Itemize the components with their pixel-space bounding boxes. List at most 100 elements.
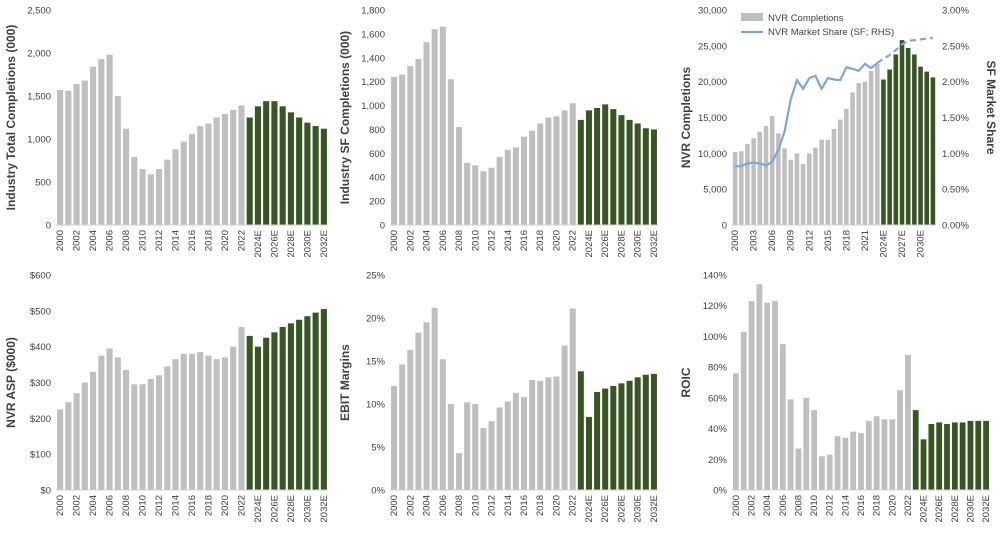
x-tick-label: 2018 xyxy=(872,495,883,516)
bar xyxy=(423,322,430,490)
bar xyxy=(279,106,286,225)
x-tick-label: 2022 xyxy=(903,495,914,516)
x-tick-label: 2016 xyxy=(187,495,198,516)
x-tick-label: 2024E xyxy=(253,230,264,257)
x-tick-label: 2008 xyxy=(793,495,804,516)
y2-tick-label: 2.50% xyxy=(942,41,969,52)
x-tick-label: 2014 xyxy=(840,495,851,516)
y-tick-label: 1,200 xyxy=(361,77,385,88)
bar xyxy=(480,428,487,490)
bar xyxy=(928,423,935,490)
x-tick-label: 2024E xyxy=(253,495,264,522)
y-tick-label: 1,800 xyxy=(361,6,385,17)
y-tick-label: 600 xyxy=(369,149,385,160)
bar xyxy=(407,349,414,490)
bar xyxy=(924,71,930,225)
x-tick-label: 2020 xyxy=(551,495,562,516)
x-tick-label: 2006 xyxy=(438,495,449,516)
bar xyxy=(975,420,982,490)
bar xyxy=(800,164,806,225)
bar xyxy=(464,402,471,490)
y-tick-label: 25,000 xyxy=(698,41,727,52)
bar xyxy=(238,105,245,225)
x-tick-label: 2026E xyxy=(600,230,611,257)
bar xyxy=(188,133,196,225)
bar xyxy=(545,377,552,490)
bar xyxy=(496,156,503,225)
bar xyxy=(944,423,950,490)
bar xyxy=(496,407,503,490)
x-tick-label: 2024E xyxy=(919,495,930,522)
bar xyxy=(106,348,113,490)
bar xyxy=(650,373,657,490)
y-tick-label: 1,400 xyxy=(361,53,385,64)
bar xyxy=(529,130,536,225)
bar xyxy=(147,174,154,225)
y-tick-label: 20% xyxy=(708,455,728,466)
bar xyxy=(131,384,138,490)
x-tick-label: 2000 xyxy=(55,230,66,251)
bar xyxy=(197,352,204,490)
bar xyxy=(918,66,923,225)
chart-5: 0% 5% 10% 15% 20% 25% EBIT Margins 2000 2002 2004… xyxy=(338,271,660,523)
y-tick-label: 800 xyxy=(369,125,385,136)
y-axis-title: NVR ASP ($000) xyxy=(4,337,18,428)
bar xyxy=(431,307,438,490)
x-tick-label: 2012 xyxy=(154,495,165,516)
bar xyxy=(464,162,471,225)
y-tick-label: 5,000 xyxy=(703,185,727,196)
bar xyxy=(246,117,253,225)
y-tick-label: 120% xyxy=(703,301,728,312)
bar xyxy=(553,376,560,490)
bar xyxy=(456,453,463,490)
bar xyxy=(155,375,163,490)
chart-3: 0 5,000 10,000 15,000 20,000 25,000 30,000 NVR … xyxy=(679,6,998,258)
x-tick-label: 2030E xyxy=(302,230,313,257)
x-tick-label: 2028E xyxy=(286,495,297,522)
bar xyxy=(439,359,446,490)
x-tick-label: 2024E xyxy=(584,230,595,257)
bar xyxy=(561,110,568,225)
bar xyxy=(732,151,738,225)
bar xyxy=(480,171,487,225)
bar xyxy=(865,420,872,490)
bar xyxy=(287,112,294,225)
bar xyxy=(139,169,146,225)
chart-6: 0% 20% 40% 60% 80% 100% 120% 140% ROIC 2000 2002 20… xyxy=(679,271,992,523)
bar xyxy=(304,122,311,225)
x-tick-label: 2024E xyxy=(878,230,889,257)
x-tick-label: 2018 xyxy=(535,495,546,516)
bar xyxy=(912,54,917,225)
y-tick-label: $0 xyxy=(40,486,51,497)
bar xyxy=(831,128,837,225)
bar xyxy=(842,437,849,490)
bar xyxy=(520,136,528,225)
bar xyxy=(172,359,179,490)
x-tick-label: 2000 xyxy=(730,230,741,251)
bar xyxy=(263,337,270,490)
bar xyxy=(488,167,495,225)
bar xyxy=(81,80,88,226)
bar xyxy=(626,119,633,225)
bar xyxy=(618,115,625,225)
y-tick-label: 20% xyxy=(366,314,386,325)
x-tick-label: 2002 xyxy=(72,230,83,251)
x-tick-label: 2022 xyxy=(236,495,247,516)
bar xyxy=(188,353,196,490)
y-tick-label: $400 xyxy=(30,342,51,353)
bar xyxy=(213,117,220,225)
bar xyxy=(881,419,888,490)
bar xyxy=(561,345,568,490)
x-tick-label: 2021 xyxy=(860,230,871,251)
bar xyxy=(751,138,756,225)
bar xyxy=(131,157,138,225)
x-tick-label: 2026E xyxy=(600,495,611,522)
bar xyxy=(850,92,855,226)
bar xyxy=(585,416,592,490)
bar xyxy=(106,54,113,225)
x-tick-label: 2020 xyxy=(887,495,898,516)
y-tick-label: 80% xyxy=(708,363,728,374)
x-tick-label: 2015 xyxy=(823,230,834,251)
bar xyxy=(123,128,130,225)
x-tick-label: 2016 xyxy=(187,230,198,251)
